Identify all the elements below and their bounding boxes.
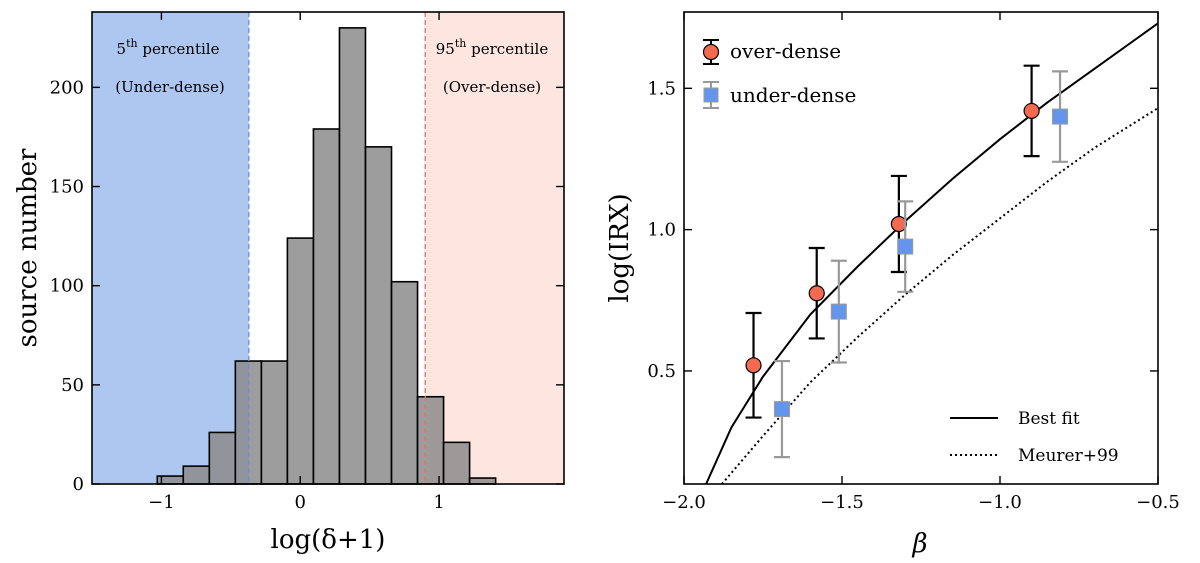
- over-dense-point: [745, 357, 762, 374]
- histogram-bar: [390, 280, 419, 485]
- histogram-panel: 5th percentile (Under-dense) 95th percen…: [13, 11, 565, 555]
- histogram-x-ticks: −1 0 1: [148, 12, 445, 513]
- meurer-curve: [721, 107, 1158, 484]
- histogram-bar: [468, 477, 497, 485]
- legend-meurer-label: Meurer+99: [1018, 446, 1119, 466]
- histogram-x-label: log(δ+1): [271, 525, 386, 555]
- irx-panel: −2.0 −1.5 −1.0 −0.5 0.5 1.0 1.5 β log(IRX) ov…: [605, 11, 1180, 559]
- y-tick-label: 0: [73, 474, 84, 495]
- y-tick-label: 0.5: [647, 361, 676, 382]
- histogram-bar: [442, 441, 471, 485]
- histogram-bar: [338, 27, 367, 485]
- over-region-label-line2: (Over-dense): [443, 78, 541, 96]
- irx-frame: [683, 11, 1159, 485]
- irx-y-label: log(IRX): [605, 193, 635, 302]
- under-region-label-line1: 5th percentile: [117, 37, 220, 58]
- legend-best-fit-label: Best fit: [1018, 409, 1080, 429]
- histogram-bar: [286, 237, 315, 485]
- x-tick-label: −1: [148, 492, 175, 513]
- under-dense-point: [897, 238, 914, 255]
- y-tick-label: 150: [50, 177, 84, 198]
- histogram-bar: [208, 431, 237, 485]
- legend-bottom: Best fit Meurer+99: [950, 409, 1119, 466]
- legend-over-dense-label: over-dense: [730, 39, 841, 63]
- irx-y-ticks: 0.5 1.0 1.5: [647, 78, 1158, 382]
- x-tick-label: −2.0: [662, 492, 706, 513]
- over-dense-point: [808, 285, 825, 302]
- over-region-label-line1: 95th percentile: [436, 37, 549, 58]
- irx-x-ticks: −2.0 −1.5 −1.0 −0.5: [662, 12, 1180, 513]
- histogram-y-label: source number: [13, 148, 43, 348]
- x-tick-label: 0: [295, 492, 306, 513]
- histogram-bar: [260, 360, 289, 485]
- irx-x-label: β: [911, 529, 927, 559]
- histogram-bars: [156, 27, 497, 485]
- histogram-frame: [91, 11, 565, 485]
- under-dense-point: [1052, 108, 1069, 125]
- y-tick-label: 50: [61, 375, 84, 396]
- histogram-bar: [182, 465, 211, 485]
- y-tick-label: 100: [50, 276, 84, 297]
- histogram-bar: [364, 146, 393, 485]
- over-dense-point: [890, 215, 907, 233]
- legend-over-dense-marker: [702, 39, 720, 65]
- y-tick-label: 1.5: [647, 78, 676, 99]
- under-dense-point: [830, 303, 847, 320]
- x-tick-label: 1: [433, 492, 444, 513]
- x-tick-label: −1.5: [820, 492, 864, 513]
- over-dense-region: [425, 12, 564, 484]
- legend-under-dense-label: under-dense: [730, 83, 856, 107]
- under-region-label-line2: (Under-dense): [115, 78, 224, 96]
- legend-under-dense-marker: [703, 81, 719, 109]
- under-dense-point: [773, 401, 790, 418]
- x-tick-label: −0.5: [1136, 492, 1180, 513]
- histogram-bar: [416, 395, 445, 485]
- y-tick-label: 1.0: [647, 220, 676, 241]
- y-tick-label: 200: [50, 77, 84, 98]
- over-dense-point: [1023, 102, 1040, 120]
- histogram-y-ticks: 0 50 100 150 200: [50, 77, 564, 495]
- legend-top: over-dense under-dense: [702, 39, 856, 109]
- scatter-points: [745, 64, 1069, 459]
- under-dense-region: [92, 12, 249, 484]
- x-tick-label: −1.0: [978, 492, 1022, 513]
- histogram-bar: [312, 128, 341, 485]
